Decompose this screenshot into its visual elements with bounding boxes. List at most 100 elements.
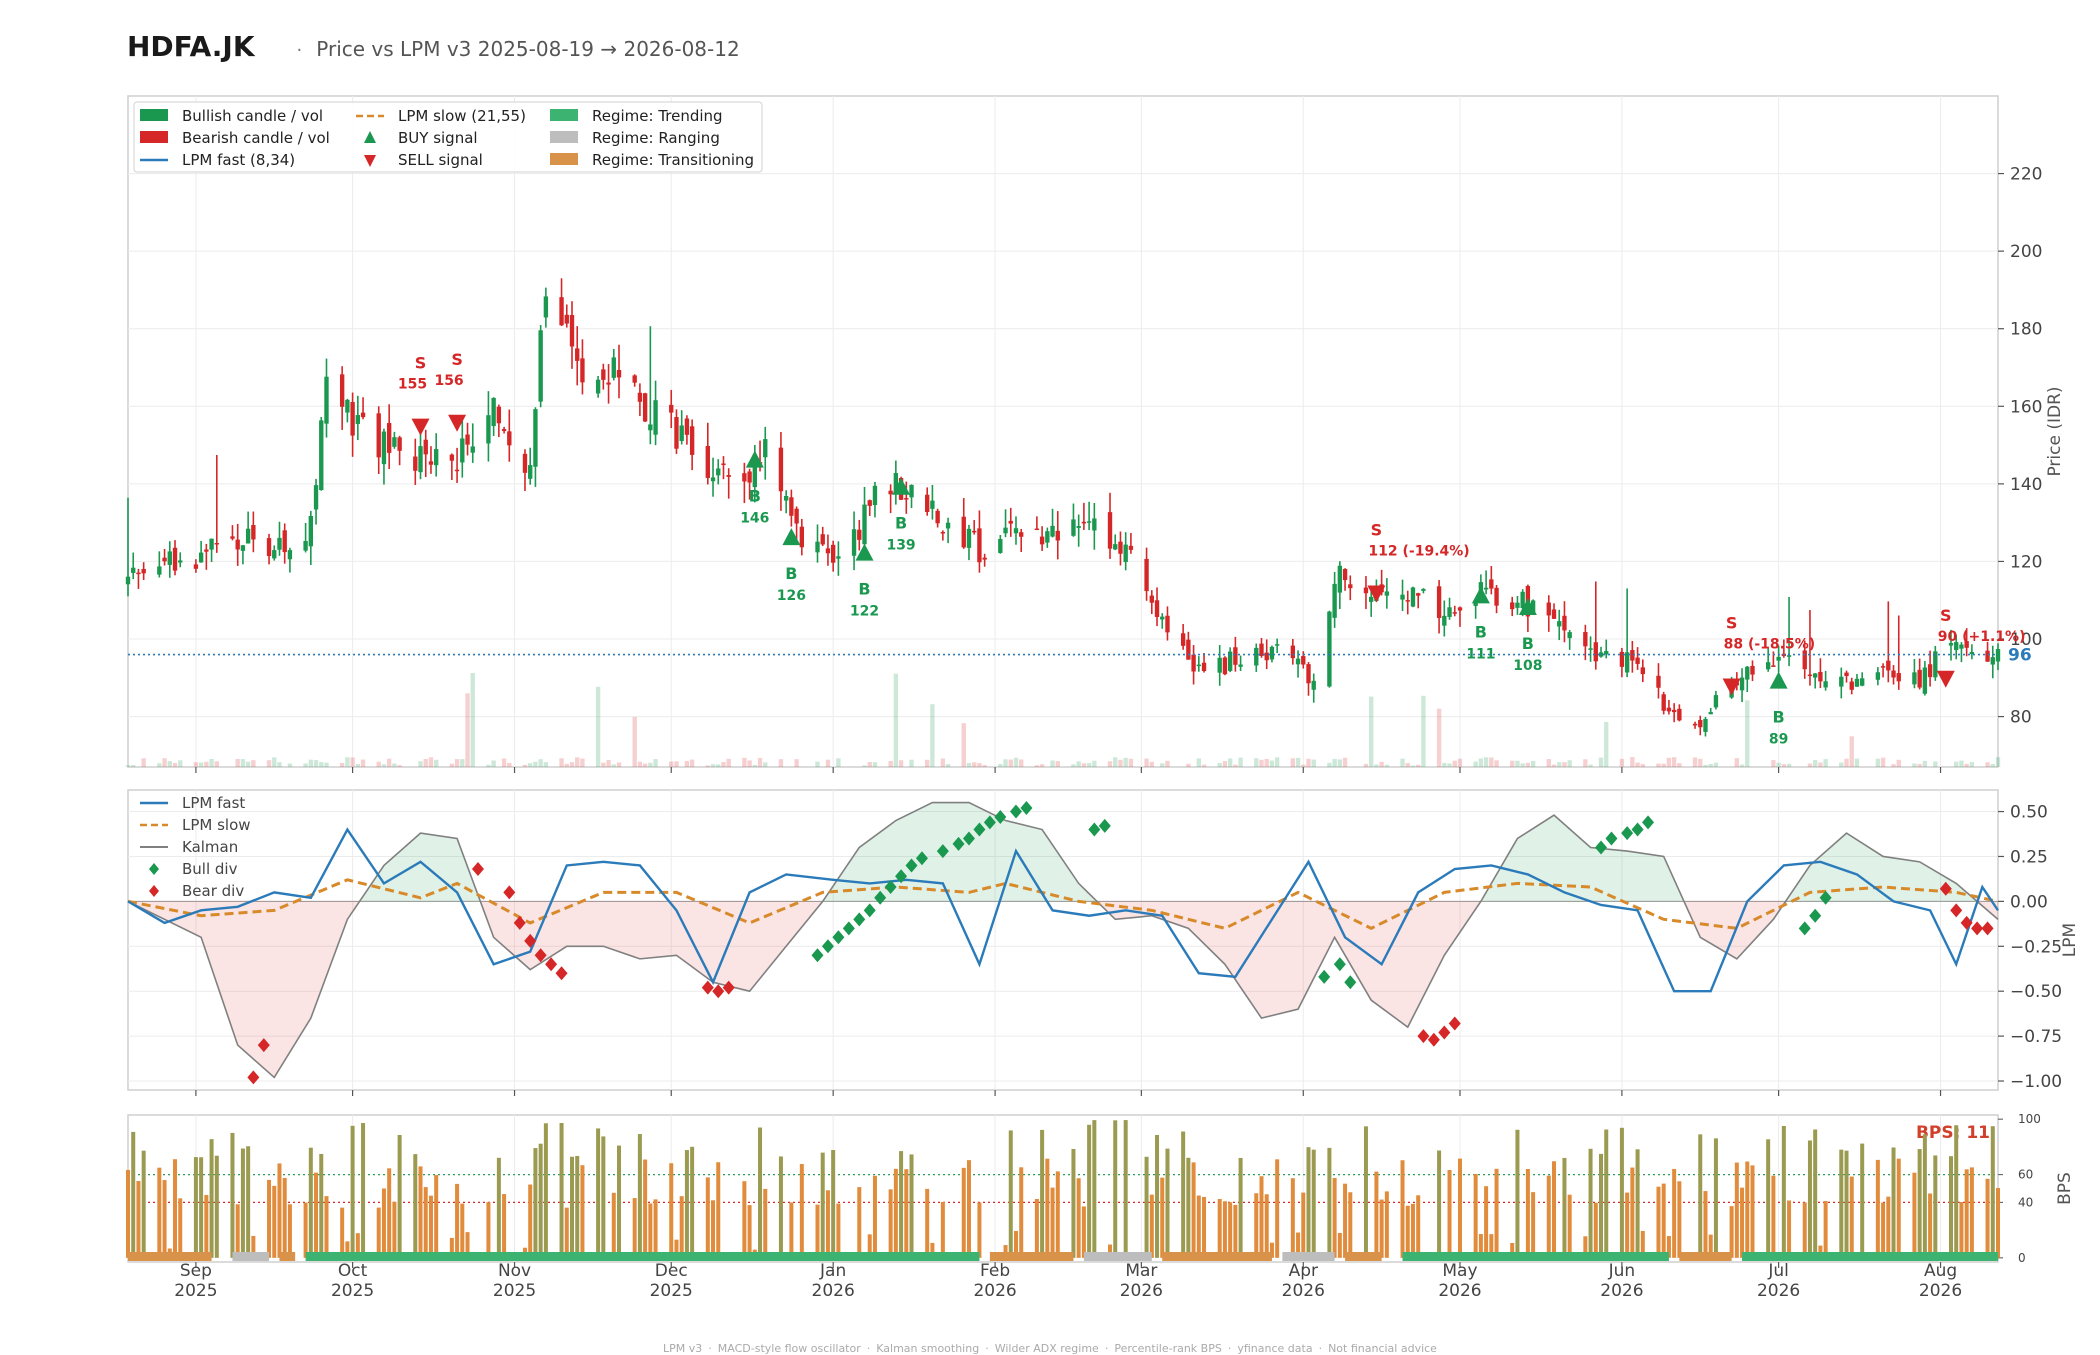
x-tick-month: Jun [1608,1261,1636,1281]
bull-div-marker [973,822,986,837]
volume-bar [1071,764,1076,767]
legend-label: Bullish candle / vol [182,107,323,125]
volume-bar [141,758,146,767]
candle-body [209,538,214,550]
bull-div-marker [853,912,866,927]
candle-body [1332,583,1337,618]
bps-bar [287,1204,292,1258]
bps-bar [1666,1236,1671,1258]
candle-body [1301,656,1306,665]
bps-bar [1750,1165,1755,1258]
candle-body [1050,525,1055,537]
volume-bar [940,758,946,767]
bps-bar [1222,1201,1227,1258]
bps-bar [1990,1126,1995,1258]
bps-bar [899,1151,904,1258]
candle-body [1598,652,1604,657]
candle-body [789,497,794,516]
volume-bar [1969,762,1975,767]
candle-body [820,534,825,545]
volume-bar [1483,757,1489,767]
bear-div-marker [1960,915,1973,930]
volume-bar [324,762,329,767]
candle-body [1400,594,1405,600]
candle-body [1959,644,1964,649]
volume-bar [1160,763,1165,767]
sell-signal-price: 156 [434,373,463,389]
bull-div-marker [811,948,824,963]
x-tick-year: 2026 [1120,1281,1163,1301]
bear-div-marker [513,915,526,930]
bps-bar [1928,1193,1933,1258]
volume-bar [507,762,512,767]
candle-body [1363,587,1369,594]
candle-body [684,418,690,435]
bear-div-marker [1939,881,1952,896]
sell-signal-price: 155 [398,377,427,393]
bps-bar [1525,1168,1530,1258]
candle-body [966,528,972,548]
bps-bar [1473,1173,1478,1258]
candle-body [935,510,940,524]
volume-bar [1990,763,1995,767]
candle-body [1311,680,1316,690]
volume-bar [1259,759,1264,767]
volume-bar [1656,763,1661,767]
bps-bar [643,1159,648,1258]
bps-bar [1912,1172,1917,1258]
candle-body [141,568,146,574]
bps-bar [246,1146,251,1258]
candle-body [1948,643,1954,646]
bps-bar [418,1166,423,1258]
candle-body [606,382,611,385]
legend-label: Kalman [182,838,238,856]
signals: S 155 S 156 B 146 B 126 B 122 B 139 S 112 (-19.4%) B 11… [398,350,2026,748]
candle-body [851,529,857,556]
candle-body [904,498,909,500]
volume-bar [825,759,831,767]
bps-bar [648,1203,653,1258]
candle-body [794,508,799,524]
bps-bar [1494,1168,1499,1258]
volume-bar [1619,758,1625,767]
candle-body [1337,565,1343,593]
candle-body [1771,665,1776,667]
volume-bar [982,765,987,767]
bps-bar [214,1155,219,1258]
bps-bar [1839,1149,1844,1258]
candle-body [533,409,538,467]
bps-bar [1630,1167,1635,1258]
legend-label: LPM fast [182,794,245,812]
regime-band-transitioning [1345,1252,1382,1261]
bps-bar [303,1202,308,1258]
volume-bar [632,716,637,767]
volume-bar [1186,763,1191,767]
bps-bar [758,1127,763,1258]
candle-body [972,530,977,533]
bps-bar [125,1169,131,1258]
volume-bar [1144,758,1149,767]
volume-bar [1781,764,1787,767]
buy-signal-marker [855,543,874,561]
bps-bar [392,1201,397,1258]
volume-bar [428,757,434,767]
bps-bar [1599,1153,1604,1258]
candle-body [324,376,329,424]
candle-body [632,375,637,383]
bps-bar [423,1187,428,1258]
volume-bar [998,763,1003,767]
bps-bar [653,1199,658,1258]
candle-body [1624,652,1630,673]
legend-box [133,101,763,173]
footer-item: Wilder ADX regime [994,1342,1099,1355]
bps-bar [1546,1175,1551,1258]
buy-signal-marker [745,450,764,468]
bps-bar [1656,1186,1661,1258]
legend-swatch [364,155,376,167]
candle-body [642,393,648,422]
candle-body [1217,657,1222,673]
bull-div-marker [1318,969,1331,984]
bps-bar [1625,1192,1630,1258]
volume-bar [162,758,167,767]
x-tick-month: Jul [1767,1261,1789,1281]
